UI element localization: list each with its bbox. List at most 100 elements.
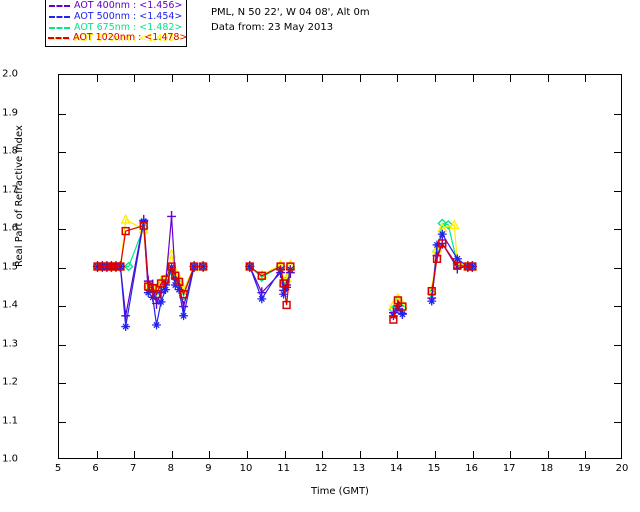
data-marker-square — [167, 262, 176, 271]
x-axis-tick-top — [284, 75, 286, 82]
data-marker-square — [398, 302, 407, 311]
y-axis-tick — [59, 229, 66, 230]
x-axis-tick-label: 11 — [277, 463, 290, 474]
y-axis-tick-label: 1.5 — [2, 261, 18, 272]
y-axis-tick — [59, 383, 66, 384]
x-axis-tick — [510, 451, 512, 458]
x-axis-tick — [472, 451, 474, 458]
data-marker-square — [121, 226, 130, 236]
y-axis-tick-right — [614, 421, 621, 423]
data-marker-asterisk — [437, 229, 447, 239]
legend-box: AOT 400nm : <1.456> AOT 500nm : <1.454> AO… — [45, 0, 188, 47]
data-marker-asterisk — [139, 216, 149, 226]
data-marker-square — [257, 271, 266, 280]
data-marker-square — [179, 290, 188, 299]
series-line — [97, 224, 204, 296]
x-axis-tick-top — [359, 75, 361, 82]
x-axis-tick-label: 6 — [92, 463, 99, 474]
x-axis-tick — [134, 451, 136, 458]
x-axis-tick-label: 10 — [239, 463, 253, 474]
x-axis-tick — [96, 451, 98, 458]
legend-line-swatch-icon — [48, 36, 69, 39]
data-marker-square — [453, 261, 462, 270]
x-axis-tick — [397, 451, 399, 458]
data-marker-square — [198, 262, 208, 271]
y-axis-tick-label: 1.8 — [2, 145, 18, 157]
y-axis-tick — [59, 113, 66, 115]
data-marker-square — [144, 282, 153, 291]
data-marker-square — [286, 262, 295, 271]
legend-item-500nm: AOT 500nm : <1.454> — [49, 11, 182, 22]
x-axis-tick — [284, 451, 286, 458]
data-marker-square — [276, 262, 285, 271]
x-axis-tick-top — [247, 75, 248, 82]
data-marker-square — [189, 262, 199, 271]
x-axis-tick-label: 15 — [427, 463, 441, 474]
data-marker-diamond — [123, 261, 134, 272]
data-marker-triangle — [449, 219, 460, 230]
y-axis-tick — [59, 421, 66, 423]
y-axis-tick-right — [614, 229, 621, 230]
series-aot-500nm — [93, 216, 477, 331]
x-axis-tick — [247, 451, 248, 458]
data-marker-square — [432, 254, 442, 263]
y-axis-tick-label: 1.9 — [2, 107, 18, 118]
legend-line-swatch-icon — [49, 4, 70, 7]
x-axis-tick-top — [96, 75, 98, 82]
data-marker-square — [245, 262, 254, 271]
data-date-line: Data from: 23 May 2013 — [211, 22, 334, 33]
data-marker-square — [139, 221, 148, 230]
legend-item-675nm: AOT 675nm : <1.482> — [49, 22, 182, 33]
x-axis-tick-label: 7 — [130, 463, 137, 474]
legend-line-swatch-icon — [49, 26, 70, 29]
data-marker-asterisk — [432, 240, 442, 250]
data-marker-square — [152, 290, 161, 299]
data-marker-square — [389, 315, 398, 324]
x-axis-tick-top — [171, 75, 173, 82]
x-axis-title: Time (GMT) — [311, 486, 369, 497]
x-axis-tick-label: 8 — [167, 463, 174, 474]
x-axis-tick-label: 5 — [54, 463, 62, 474]
y-axis-tick-label: 1.2 — [2, 376, 18, 388]
x-axis-tick-top — [510, 75, 512, 82]
data-marker-square — [93, 262, 102, 271]
x-axis-tick — [435, 451, 436, 458]
data-marker-asterisk — [279, 289, 288, 299]
y-axis-tick-right — [614, 113, 621, 115]
data-marker-asterisk — [152, 320, 161, 330]
x-axis-tick — [359, 451, 361, 458]
series-line — [97, 220, 204, 327]
y-axis-tick — [59, 190, 66, 192]
data-marker-square — [279, 279, 288, 288]
x-axis-tick-label: 9 — [205, 463, 212, 474]
data-marker-square — [102, 262, 112, 271]
data-marker-diamond — [443, 220, 454, 230]
x-axis-tick-top — [134, 75, 136, 82]
x-axis-tick-label: 20 — [615, 463, 629, 474]
x-axis-tick — [209, 451, 211, 458]
legend-item-label: AOT 675nm : <1.482> — [74, 22, 183, 33]
data-marker-plus — [167, 211, 176, 222]
legend-item-400nm: AOT 400nm : <1.456> — [49, 0, 182, 11]
data-marker-square — [107, 262, 116, 271]
x-axis-tick — [547, 451, 549, 458]
y-axis-tick-label: 1.6 — [2, 222, 18, 234]
x-axis-tick-top — [209, 75, 211, 82]
series-line — [97, 218, 204, 292]
data-marker-asterisk — [121, 322, 131, 331]
y-axis-tick-right — [614, 152, 621, 153]
site-location-line: PML, N 50 22', W 04 08', Alt 0m — [211, 7, 370, 18]
x-axis-tick-label: 13 — [352, 463, 366, 474]
legend-line-swatch-icon — [49, 37, 70, 40]
data-marker-asterisk — [398, 309, 407, 319]
data-marker-asterisk — [161, 285, 170, 294]
x-axis-tick — [585, 451, 587, 458]
x-axis-tick-top — [472, 75, 474, 82]
y-axis-tick-right — [614, 383, 621, 384]
y-axis-tick-right — [614, 267, 621, 269]
data-marker-square — [161, 275, 170, 284]
legend-item-label: AOT 870nm : <1.495> — [74, 33, 183, 44]
x-axis-tick-label: 14 — [390, 463, 403, 474]
